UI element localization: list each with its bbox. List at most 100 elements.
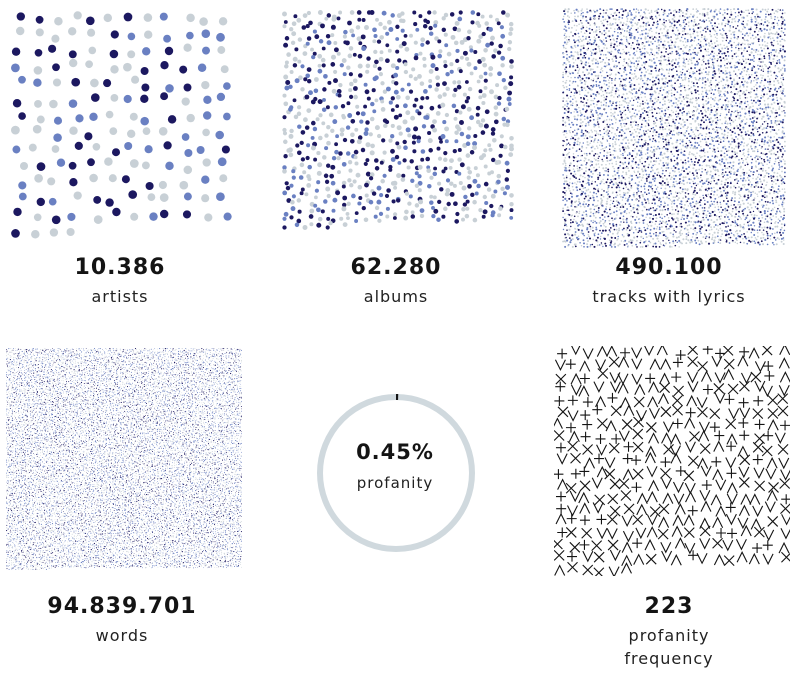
album-dot [487,143,492,148]
track-dot [759,81,762,84]
track-dot [731,110,733,113]
track-dot [618,44,621,46]
album-dot [385,43,390,48]
track-dot [697,62,700,64]
track-dot [618,16,621,19]
track-dot [620,104,623,106]
track-dot [610,131,613,134]
track-dot [735,155,738,158]
track-dot [632,57,635,60]
artist-dot [160,92,169,101]
track-dot [641,176,644,179]
artist-dot [52,78,62,87]
track-dot [575,8,578,11]
track-dot [729,182,732,185]
track-dot [608,35,611,38]
album-dot [456,84,462,90]
track-dot [758,126,761,129]
track-dot [606,115,609,118]
track-dot [640,191,642,193]
track-dot [646,122,648,124]
track-dot [753,89,756,92]
track-dot [609,24,612,26]
album-dot [483,148,488,153]
track-dot [768,58,771,60]
track-dot [583,54,586,57]
track-dot [636,43,638,46]
album-dot [457,148,462,152]
track-dot [647,147,649,149]
track-dot [777,146,780,149]
track-dot [580,159,582,162]
track-dot [644,74,646,77]
track-dot [695,157,697,160]
track-dot [769,125,772,128]
track-dot [745,70,749,73]
track-dot [615,57,618,59]
track-dot [597,77,599,79]
track-dot [628,182,631,185]
album-dot [481,214,486,219]
track-dot [755,48,758,51]
album-dot [496,179,501,185]
track-dot [694,51,696,54]
track-dot [754,139,756,141]
album-dot [382,150,387,155]
track-dot [707,59,710,62]
track-dot [760,157,763,160]
track-dot [733,148,735,150]
track-dot [568,187,570,190]
track-dot [735,115,738,118]
track-dot [754,24,756,26]
track-dot [694,193,697,196]
track-dot [570,26,573,29]
track-dot [750,170,752,173]
track-dot [640,168,644,171]
track-dot [704,39,707,42]
album-dot [363,131,369,136]
track-dot [598,48,601,50]
track-dot [781,178,784,181]
track-dot [649,150,652,152]
track-dot [659,153,662,156]
track-dot [566,15,569,17]
albums-dot-grid [282,10,514,230]
track-dot [565,50,568,53]
track-dot [621,96,624,99]
album-dot [444,43,449,48]
track-dot [737,190,741,193]
track-dot [706,116,709,118]
track-dot [603,76,605,79]
track-dot [743,155,746,157]
track-dot [713,42,716,44]
track-dot [625,142,627,145]
artist-dot [91,93,100,102]
track-dot [585,89,587,92]
track-dot [676,127,679,130]
album-dot [304,192,309,197]
track-dot [726,135,729,137]
album-dot [297,37,303,42]
track-dot [611,77,613,80]
track-dot [628,51,630,54]
track-dot [770,63,773,65]
track-dot [649,97,652,100]
artist-dot [108,174,117,183]
track-dot [613,39,615,42]
album-dot [388,164,393,170]
track-dot [636,187,639,190]
track-dot [634,75,637,78]
track-dot [726,197,728,200]
track-dot [774,160,777,163]
album-dot [486,187,492,192]
track-dot [639,115,642,118]
track-dot [684,37,686,40]
track-dot [705,194,707,197]
track-dot [600,148,602,151]
track-dot [596,118,599,121]
track-dot [568,39,570,41]
artist-dot [67,212,76,221]
track-dot [562,18,564,20]
artist-dot [53,133,62,142]
track-dot [712,177,715,180]
